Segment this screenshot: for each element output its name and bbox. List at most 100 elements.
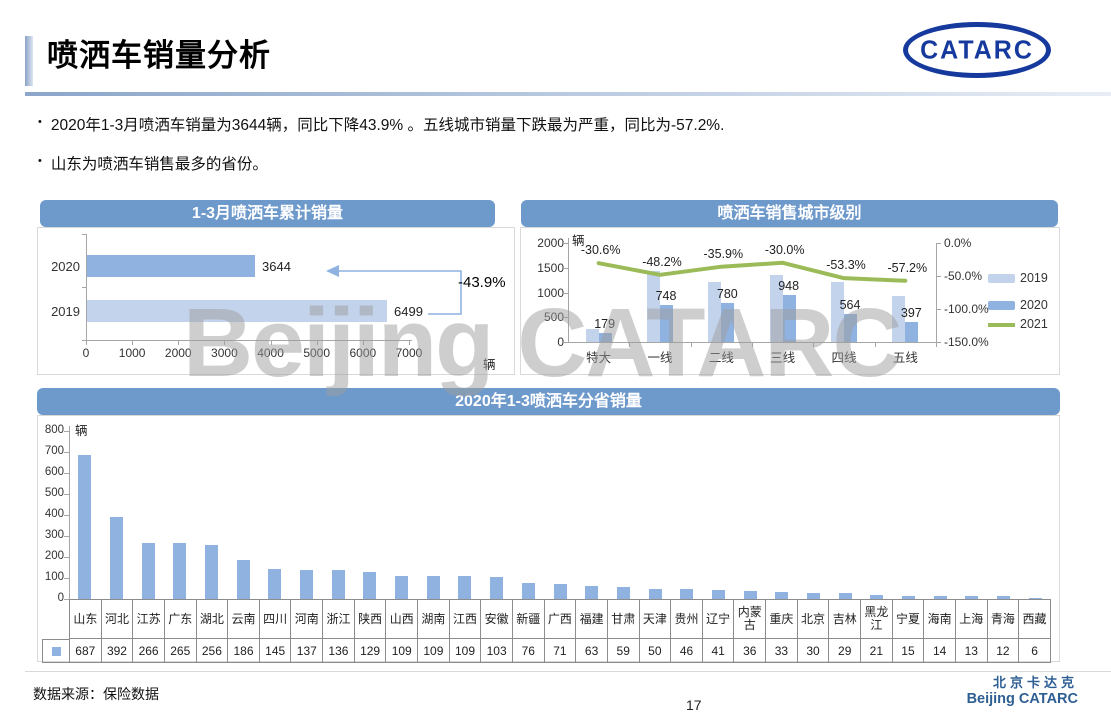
table-header-cell: 江苏: [132, 600, 164, 639]
table-value-cell: 15: [891, 639, 924, 663]
category-label: 2019: [51, 304, 80, 319]
category-label: 二线: [708, 351, 734, 365]
brand-name-en: Beijing CATARC: [966, 691, 1078, 707]
table-value-cell: 30: [796, 639, 829, 663]
axis-tick: [936, 343, 937, 347]
axis-tick: [936, 309, 941, 310]
bar: [236, 559, 250, 599]
axis-tick: [316, 341, 318, 345]
axis-tick: [936, 342, 941, 343]
table-header-cell: 北京: [796, 600, 829, 639]
axis-tick: [64, 515, 69, 516]
page-title: 喷洒车销量分析: [47, 38, 271, 73]
table-value-cell: 36: [733, 639, 766, 663]
bar: [521, 583, 535, 599]
table-header-row: 山东 河北 江苏 广东 湖北 云南 四川 河南 浙江 陕西 山西 湖南 江西 安徽 新疆 广西 福建 甘肃 天津 贵州…: [69, 599, 1051, 639]
table-header-cell: 黑龙江: [860, 600, 892, 639]
bar: [711, 590, 725, 599]
table-value-cell: 266: [132, 639, 164, 663]
legend-2020-label: 2020: [1020, 297, 1048, 312]
axis-tick: [874, 343, 876, 347]
table-value-cell: 109: [385, 639, 418, 663]
axis-tick: [936, 243, 941, 244]
bar: [205, 545, 219, 599]
x-axis-line: [568, 342, 936, 343]
table-header-cell: 江西: [448, 600, 481, 639]
table-header-cell: 天津: [638, 600, 671, 639]
chart2-title: 喷洒车销售城市级别: [521, 200, 1058, 227]
title-accent-bar: [25, 36, 33, 86]
bullet-text-1: 2020年1-3月喷洒车销量为3644辆，同比下降43.9% 。五线城市销量下跌…: [50, 117, 725, 134]
watermark: Beijing CATARC: [183, 288, 902, 397]
data-source-note: 数据来源：保险数据: [33, 686, 159, 702]
table-value-cell: 14: [923, 639, 955, 663]
tick-label: 7000: [395, 346, 423, 360]
legend-key-swatch: [51, 646, 61, 656]
bar: [965, 596, 979, 599]
bar: [775, 592, 789, 599]
tick-label: 600: [44, 466, 64, 478]
axis-tick: [270, 341, 272, 345]
bar-2020: [721, 303, 735, 342]
table-header-cell: 新疆: [511, 600, 544, 639]
data-label: 6499: [394, 304, 423, 319]
tick-label: -100.0%: [944, 302, 989, 316]
table-value-cell: 109: [417, 639, 449, 663]
bar: [585, 585, 599, 599]
table-header-cell: 云南: [227, 600, 259, 639]
tick-label: 2000: [537, 236, 564, 250]
bar: [743, 591, 757, 599]
table-header-cell: 贵州: [670, 600, 702, 639]
table-header-cell: 浙江: [322, 600, 354, 639]
bullet-item-2: • 山东为喷洒车销售最多的省份。: [38, 152, 268, 174]
tick-label: 700: [44, 445, 64, 457]
tick-label: 5000: [303, 346, 331, 360]
bar: [490, 577, 504, 599]
annotation-label: -43.9%: [458, 274, 506, 291]
bar: [331, 570, 345, 599]
table-header-cell: 安徽: [480, 600, 512, 639]
tick-label: 500: [543, 310, 564, 325]
pct-label: -30.6%: [580, 243, 621, 258]
table-value-cell: 129: [353, 639, 386, 663]
axis-tick: [563, 317, 568, 319]
tick-label: 4000: [257, 346, 284, 360]
table-value-cell: 256: [195, 639, 228, 663]
table-value-cell: 21: [860, 639, 892, 663]
table-header-cell: 西藏: [1018, 600, 1051, 639]
table-value-cell: 392: [100, 639, 133, 663]
table-header-cell: 辽宁: [701, 600, 734, 639]
axis-tick: [64, 557, 69, 558]
data-label: 397: [900, 306, 922, 321]
table-value-cell: 687: [69, 639, 101, 663]
footer-brand: 北京卡达克 Beijing CATARC: [967, 672, 1078, 707]
table-value-cell: 76: [511, 639, 544, 663]
tick-label: 800: [44, 424, 64, 436]
axis-tick: [563, 267, 568, 269]
category-label: 特大: [586, 351, 612, 365]
bar: [616, 586, 630, 599]
bar: [806, 592, 820, 599]
axis-tick: [82, 340, 86, 341]
tick-label: 300: [44, 529, 64, 541]
pct-label: -53.3%: [826, 258, 866, 273]
axis-tick: [936, 276, 941, 277]
category-label: 三线: [770, 351, 796, 365]
bar-2020: [844, 314, 857, 342]
data-label: 179: [594, 317, 616, 332]
decline-arrow: [323, 264, 473, 322]
table-value-cell: 136: [322, 639, 354, 663]
catarc-logo-icon: CATARC: [903, 22, 1051, 78]
axis-unit-label: 辆: [483, 358, 496, 372]
bullet-icon: •: [38, 116, 42, 128]
axis-tick: [629, 343, 631, 347]
table-header-cell: 河北: [100, 600, 133, 639]
chart-province-sales: 800 700 600 500 400 300 200 100 0 辆山东 河北 江苏 广东 湖北 云南 四川…: [37, 415, 1060, 663]
bar-2020: [598, 333, 612, 342]
table-value-cell: 13: [954, 639, 987, 663]
tick-label: 0: [82, 346, 90, 360]
axis-tick: [82, 234, 86, 235]
legend-2021-label: 2021: [1020, 316, 1048, 331]
bar: [933, 596, 947, 599]
